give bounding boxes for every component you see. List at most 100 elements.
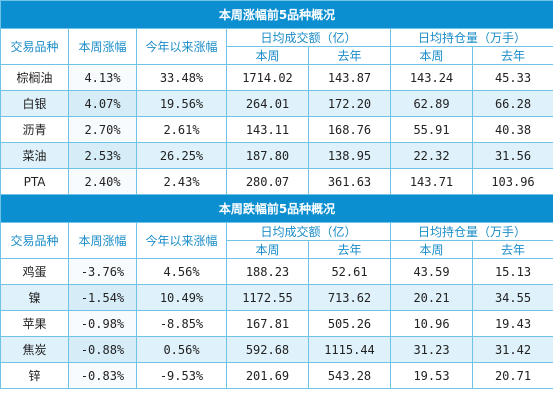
- oi-last-year-value: 34.55: [472, 284, 553, 311]
- oi-last-year-value: 20.71: [472, 362, 553, 389]
- turnover-this-week-header: 本周: [226, 240, 309, 259]
- ytd-change-header: 今年以来涨幅: [136, 28, 227, 65]
- gainers-header-row: 交易品种 本周涨幅 今年以来涨幅 日均成交额（亿） 日均持仓量（万手）: [0, 28, 553, 65]
- turnover-this-week-value: 1714.02: [226, 64, 309, 91]
- gainers-title-row: 本周涨幅前5品种概况: [0, 0, 553, 29]
- variety-header: 交易品种: [0, 28, 69, 65]
- turnover-last-year-value: 52.61: [308, 258, 391, 285]
- turnover-this-week-value: 143.11: [226, 116, 309, 143]
- variety-name: 沥青: [0, 116, 69, 143]
- oi-last-year-value: 31.56: [472, 142, 553, 169]
- turnover-group-header: 日均成交额（亿）: [226, 28, 391, 47]
- oi-last-year-value: 103.96: [472, 168, 553, 195]
- variety-name: 锌: [0, 362, 69, 389]
- table-row: 苹果 -0.98% -8.85% 167.81 505.26 10.96 19.43: [0, 310, 553, 337]
- open-interest-group-header: 日均持仓量（万手）: [390, 222, 553, 241]
- table-row: 棕榈油 4.13% 33.48% 1714.02 143.87 143.24 45.33: [0, 64, 553, 91]
- turnover-this-week-value: 167.81: [226, 310, 309, 337]
- table-row: 白银 4.07% 19.56% 264.01 172.20 62.89 66.28: [0, 90, 553, 117]
- ytd-change-value: 10.49%: [136, 284, 227, 311]
- table-row: PTA 2.40% 2.43% 280.07 361.63 143.71 103.96: [0, 168, 553, 195]
- oi-this-week-value: 22.32: [390, 142, 473, 169]
- losers-header-row: 交易品种 本周涨幅 今年以来涨幅 日均成交额（亿） 日均持仓量（万手）: [0, 222, 553, 259]
- turnover-last-year-value: 172.20: [308, 90, 391, 117]
- oi-this-week-value: 62.89: [390, 90, 473, 117]
- oi-this-week-value: 143.71: [390, 168, 473, 195]
- ytd-change-value: 26.25%: [136, 142, 227, 169]
- oi-this-week-header: 本周: [390, 240, 473, 259]
- weekly-change-value: -0.98%: [68, 310, 137, 337]
- variety-name: 焦炭: [0, 336, 69, 363]
- variety-name: 棕榈油: [0, 64, 69, 91]
- oi-this-week-value: 19.53: [390, 362, 473, 389]
- weekly-change-header: 本周涨幅: [68, 28, 137, 65]
- table-row: 镍 -1.54% 10.49% 1172.55 713.62 20.21 34.55: [0, 284, 553, 311]
- ytd-change-value: 2.61%: [136, 116, 227, 143]
- weekly-change-header: 本周涨幅: [68, 222, 137, 259]
- oi-last-year-header: 去年: [472, 240, 553, 259]
- table-row: 菜油 2.53% 26.25% 187.80 138.95 22.32 31.56: [0, 142, 553, 169]
- ytd-change-value: 0.56%: [136, 336, 227, 363]
- oi-last-year-header: 去年: [472, 46, 553, 65]
- weekly-change-value: -3.76%: [68, 258, 137, 285]
- weekly-change-value: -0.88%: [68, 336, 137, 363]
- oi-this-week-header: 本周: [390, 46, 473, 65]
- turnover-this-week-value: 592.68: [226, 336, 309, 363]
- turnover-this-week-value: 264.01: [226, 90, 309, 117]
- turnover-last-year-value: 713.62: [308, 284, 391, 311]
- turnover-this-week-value: 187.80: [226, 142, 309, 169]
- oi-this-week-value: 31.23: [390, 336, 473, 363]
- variety-name: PTA: [0, 168, 69, 195]
- gainers-title: 本周涨幅前5品种概况: [0, 0, 553, 29]
- turnover-last-year-value: 168.76: [308, 116, 391, 143]
- turnover-last-year-header: 去年: [308, 46, 391, 65]
- oi-this-week-value: 20.21: [390, 284, 473, 311]
- oi-last-year-value: 15.13: [472, 258, 553, 285]
- variety-name: 苹果: [0, 310, 69, 337]
- open-interest-group-header: 日均持仓量（万手）: [390, 28, 553, 47]
- turnover-last-year-value: 505.26: [308, 310, 391, 337]
- turnover-last-year-header: 去年: [308, 240, 391, 259]
- ytd-change-value: -8.85%: [136, 310, 227, 337]
- turnover-this-week-value: 201.69: [226, 362, 309, 389]
- turnover-last-year-value: 1115.44: [308, 336, 391, 363]
- variety-name: 白银: [0, 90, 69, 117]
- weekly-change-value: 2.40%: [68, 168, 137, 195]
- variety-name: 镍: [0, 284, 69, 311]
- turnover-last-year-value: 361.63: [308, 168, 391, 195]
- gainers-subheader-row: 本周 去年 本周 去年: [1, 46, 553, 65]
- ytd-change-value: 33.48%: [136, 64, 227, 91]
- turnover-this-week-value: 280.07: [226, 168, 309, 195]
- weekly-change-value: -1.54%: [68, 284, 137, 311]
- oi-this-week-value: 55.91: [390, 116, 473, 143]
- variety-header: 交易品种: [0, 222, 69, 259]
- futures-summary-table: 本周涨幅前5品种概况 交易品种 本周涨幅 今年以来涨幅 日均成交额（亿） 日均持仓量（万手…: [0, 0, 553, 389]
- weekly-change-value: 2.53%: [68, 142, 137, 169]
- table-row: 焦炭 -0.88% 0.56% 592.68 1115.44 31.23 31.42: [0, 336, 553, 363]
- table-row: 鸡蛋 -3.76% 4.56% 188.23 52.61 43.59 15.13: [0, 258, 553, 285]
- losers-title: 本周跌幅前5品种概况: [0, 194, 553, 223]
- turnover-last-year-value: 143.87: [308, 64, 391, 91]
- table-row: 锌 -0.83% -9.53% 201.69 543.28 19.53 20.71: [0, 362, 553, 389]
- ytd-change-value: -9.53%: [136, 362, 227, 389]
- oi-last-year-value: 31.42: [472, 336, 553, 363]
- oi-last-year-value: 45.33: [472, 64, 553, 91]
- turnover-last-year-value: 138.95: [308, 142, 391, 169]
- losers-title-row: 本周跌幅前5品种概况: [0, 194, 553, 223]
- weekly-change-value: 4.13%: [68, 64, 137, 91]
- ytd-change-value: 2.43%: [136, 168, 227, 195]
- turnover-group-header: 日均成交额（亿）: [226, 222, 391, 241]
- turnover-last-year-value: 543.28: [308, 362, 391, 389]
- ytd-change-header: 今年以来涨幅: [136, 222, 227, 259]
- turnover-this-week-header: 本周: [226, 46, 309, 65]
- table-row: 沥青 2.70% 2.61% 143.11 168.76 55.91 40.38: [0, 116, 553, 143]
- weekly-change-value: 4.07%: [68, 90, 137, 117]
- turnover-this-week-value: 188.23: [226, 258, 309, 285]
- variety-name: 鸡蛋: [0, 258, 69, 285]
- weekly-change-value: -0.83%: [68, 362, 137, 389]
- oi-this-week-value: 43.59: [390, 258, 473, 285]
- oi-this-week-value: 143.24: [390, 64, 473, 91]
- oi-last-year-value: 40.38: [472, 116, 553, 143]
- ytd-change-value: 4.56%: [136, 258, 227, 285]
- weekly-change-value: 2.70%: [68, 116, 137, 143]
